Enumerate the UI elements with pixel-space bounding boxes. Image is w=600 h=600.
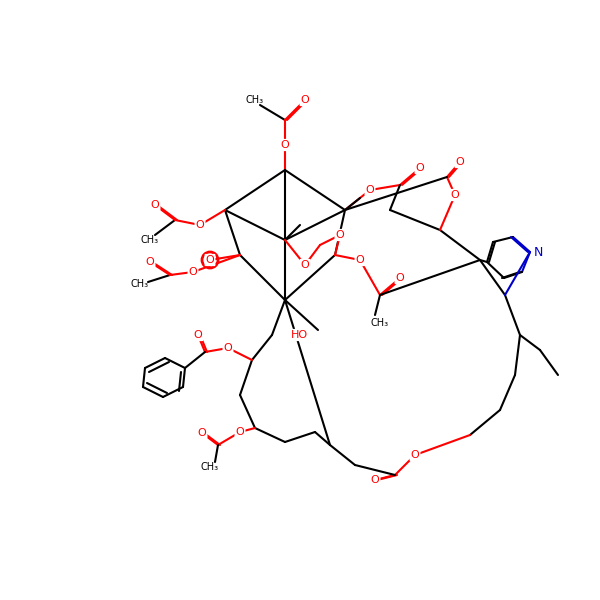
Text: CH₃: CH₃	[246, 95, 264, 105]
Text: O: O	[356, 255, 364, 265]
Text: O: O	[224, 343, 232, 353]
Text: CH₃: CH₃	[141, 235, 159, 245]
Text: O: O	[236, 427, 244, 437]
Text: O: O	[196, 220, 205, 230]
Text: N: N	[533, 245, 542, 259]
Text: O: O	[395, 273, 404, 283]
Text: CH₃: CH₃	[131, 279, 149, 289]
Text: O: O	[281, 140, 289, 150]
Text: CH₃: CH₃	[201, 462, 219, 472]
Text: O: O	[194, 330, 202, 340]
Text: O: O	[197, 428, 206, 438]
Text: HO: HO	[291, 330, 308, 340]
Text: O: O	[146, 257, 154, 267]
Text: O: O	[206, 255, 214, 265]
Text: O: O	[365, 185, 374, 195]
Text: O: O	[301, 95, 310, 105]
Text: O: O	[416, 163, 424, 173]
Text: CH₃: CH₃	[371, 318, 389, 328]
Text: O: O	[188, 267, 197, 277]
Text: O: O	[451, 190, 460, 200]
Text: O: O	[301, 260, 310, 270]
Text: O: O	[410, 450, 419, 460]
Text: O: O	[455, 157, 464, 167]
Text: O: O	[371, 475, 379, 485]
Text: O: O	[335, 230, 344, 240]
Text: O: O	[151, 200, 160, 210]
